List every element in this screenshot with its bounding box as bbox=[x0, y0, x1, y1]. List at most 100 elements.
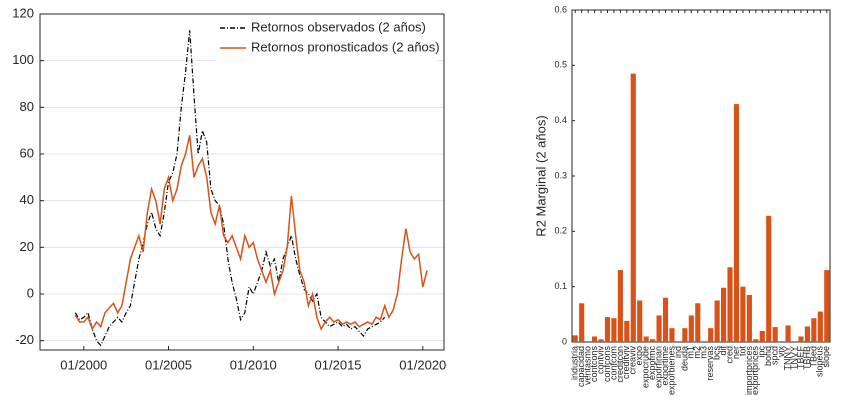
bar bbox=[798, 336, 804, 342]
x-tick-label: 01/2010 bbox=[230, 357, 277, 372]
x-tick-label: cred bbox=[724, 346, 734, 364]
y-tick-label: 0.5 bbox=[554, 60, 567, 70]
y-tick-label: 0.6 bbox=[554, 4, 567, 14]
x-tick-label: 01/2015 bbox=[315, 357, 362, 372]
bar bbox=[604, 317, 611, 342]
bar bbox=[772, 327, 778, 342]
x-tick-label: deuda bbox=[679, 346, 689, 371]
y-axis-title: R2 Marginal (2 años) bbox=[533, 115, 548, 236]
x-tick-label: slope bbox=[821, 346, 831, 368]
y-tick-label: 100 bbox=[12, 52, 34, 67]
bar bbox=[611, 318, 617, 342]
bar bbox=[824, 270, 830, 342]
x-tick-label: m3 bbox=[699, 346, 709, 359]
y-tick-label: 0.3 bbox=[554, 170, 567, 180]
x-tick-label: dif bbox=[718, 346, 728, 356]
y-tick-label: 120 bbox=[12, 5, 34, 20]
x-tick-label: expocrude bbox=[641, 346, 651, 388]
x-tick-label: exportprices bbox=[750, 346, 760, 396]
bar bbox=[682, 328, 688, 342]
bar bbox=[746, 294, 752, 342]
x-tick-label: m2 bbox=[692, 346, 702, 359]
x-tick-label: importprices bbox=[744, 346, 754, 396]
bar bbox=[579, 303, 585, 342]
x-tick-label: confcom bbox=[608, 346, 618, 380]
bar bbox=[759, 330, 765, 342]
x-tick-label: 01/2020 bbox=[399, 357, 446, 372]
x-tick-label: expo bbox=[634, 346, 644, 366]
x-tick-label: industria bbox=[570, 346, 580, 380]
plot-frame bbox=[39, 13, 445, 351]
x-tick-label: TNNY bbox=[782, 346, 792, 371]
x-tick-label: ner bbox=[731, 346, 741, 359]
bar bbox=[714, 300, 720, 342]
bar bbox=[817, 311, 823, 342]
x-tick-label: expofmc bbox=[647, 346, 657, 381]
y-tick-label: 0 bbox=[562, 336, 567, 346]
bar bbox=[598, 339, 604, 342]
x-tick-label: bond bbox=[763, 346, 773, 366]
y-tick-label: 0.1 bbox=[554, 281, 567, 291]
bar bbox=[766, 215, 772, 342]
y-tick-label: 0.4 bbox=[554, 115, 567, 125]
x-tick-label: TBed bbox=[808, 346, 818, 368]
y-tick-label: 20 bbox=[20, 239, 34, 254]
y-tick-label: 60 bbox=[20, 145, 34, 160]
x-tick-label: m1 bbox=[686, 346, 696, 359]
bar bbox=[733, 104, 740, 342]
x-tick-label: ind bbox=[673, 346, 683, 358]
bar bbox=[572, 335, 578, 342]
x-tick-label: confcons bbox=[602, 346, 612, 383]
x-tick-label: exporfinan bbox=[653, 346, 663, 388]
x-tick-label: exportime bbox=[660, 346, 670, 386]
x-tick-label: slopeus bbox=[815, 346, 825, 378]
legend-box bbox=[216, 16, 438, 62]
x-tick-label: 01/2000 bbox=[60, 357, 107, 372]
y-tick-label: -20 bbox=[15, 332, 34, 347]
legend-label: Retornos pronosticados (2 años) bbox=[251, 39, 440, 54]
bar bbox=[720, 287, 727, 342]
y-tick-label: 0.2 bbox=[554, 226, 567, 236]
bar bbox=[643, 336, 649, 342]
plot-frame bbox=[571, 9, 831, 343]
bar bbox=[637, 300, 643, 342]
bar bbox=[804, 326, 811, 342]
x-tick-label: ventasmo bbox=[583, 346, 593, 385]
bar bbox=[591, 336, 598, 342]
bar bbox=[688, 315, 694, 342]
x-tick-label: contcons bbox=[589, 346, 599, 383]
bar bbox=[650, 339, 656, 342]
x-tick-label: exporbienes bbox=[666, 346, 676, 396]
x-tick-label: creditviv bbox=[621, 346, 631, 380]
bar bbox=[753, 339, 759, 342]
x-tick-label: ipc bbox=[757, 346, 767, 358]
bar bbox=[669, 328, 675, 342]
bar bbox=[656, 315, 662, 342]
bar bbox=[630, 73, 636, 342]
x-tick-label: TNVY bbox=[789, 346, 799, 370]
x-tick-label: creditcon bbox=[615, 346, 625, 383]
x-tick-label: contviv bbox=[595, 346, 605, 375]
x-tick-label: capacidad bbox=[576, 346, 586, 387]
x-tick-label: 01/2005 bbox=[145, 357, 192, 372]
x-tick-label: reservas bbox=[705, 346, 715, 381]
line-series bbox=[74, 30, 386, 347]
x-tick-label: spcd bbox=[770, 346, 780, 365]
bar bbox=[708, 328, 714, 342]
bar bbox=[740, 286, 746, 342]
legend-label: Retornos observados (2 años) bbox=[251, 19, 426, 34]
y-tick-label: 40 bbox=[20, 192, 34, 207]
bar bbox=[617, 270, 623, 342]
x-tick-label: bcs bbox=[712, 346, 722, 361]
bar bbox=[624, 320, 630, 342]
bar bbox=[662, 297, 669, 342]
bar bbox=[695, 303, 701, 342]
x-tick-label: vix bbox=[776, 346, 786, 357]
x-tick-label: creaviv bbox=[628, 346, 638, 375]
bar bbox=[785, 325, 791, 342]
x-tick-label: tot bbox=[737, 346, 747, 357]
x-tick-label: TBEF bbox=[795, 346, 805, 370]
bar bbox=[811, 318, 817, 342]
y-tick-label: 0 bbox=[27, 285, 34, 300]
